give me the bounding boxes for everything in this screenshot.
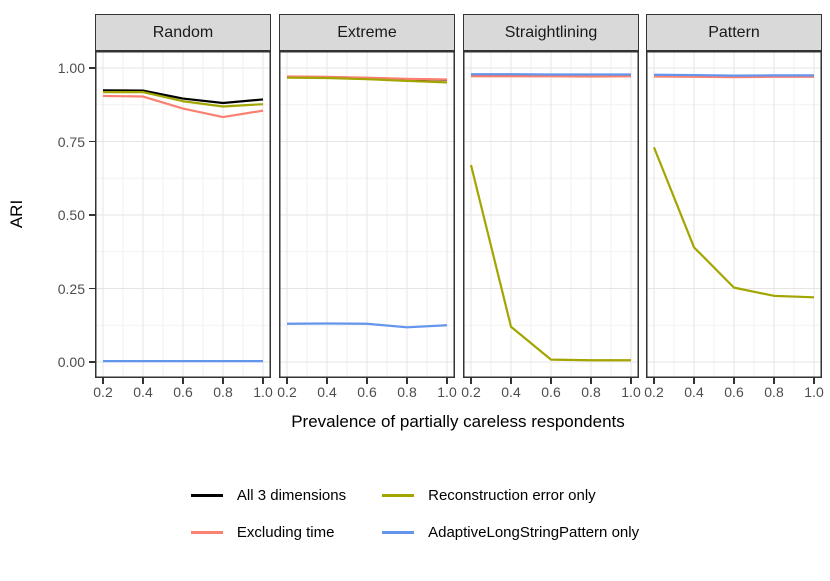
legend: All 3 dimensions Reconstruction error onl… (0, 487, 830, 541)
x-tick-mark (813, 378, 815, 384)
facet-strip-random: Random (95, 14, 271, 51)
line-reconstruction-error-only (652, 146, 815, 299)
facet-panel-random (95, 51, 271, 378)
y-tick-label: 0.00 (57, 354, 85, 370)
line-excluding-time (102, 94, 264, 119)
x-tick-mark (286, 378, 288, 384)
x-tick-mark (630, 378, 632, 384)
x-tick-label: 0.4 (684, 384, 704, 400)
legend-label: All 3 dimensions (236, 487, 347, 504)
x-tick-mark (446, 378, 448, 384)
legend-item-all-3-dimensions: All 3 dimensions (190, 487, 347, 504)
y-tick-label: 0.75 (57, 133, 85, 150)
facet-strip-label: Straightlining (504, 23, 598, 41)
legend-label: AdaptiveLongStringPattern only (428, 524, 640, 541)
x-tick-label: 0.6 (541, 384, 561, 400)
line-reconstruction-error-only (103, 91, 264, 108)
x-tick-label: 0.6 (357, 384, 377, 400)
x-tick-label: 0.2 (461, 384, 481, 400)
facet-strip-label: Pattern (708, 23, 760, 41)
x-tick-label: 0.2 (277, 384, 297, 400)
line-reconstruction-error-only (286, 76, 448, 84)
panel-border (279, 51, 455, 378)
x-tick-mark (470, 378, 472, 384)
facet-panel-straightlining (463, 51, 639, 378)
x-tick-label: 1.0 (437, 384, 457, 400)
legend-grid: All 3 dimensions Reconstruction error onl… (190, 487, 639, 541)
y-tick-mark (89, 140, 95, 143)
line-all-3-dimensions (102, 89, 264, 105)
y-tick-mark (89, 287, 95, 290)
x-tick-label: 0.4 (133, 384, 153, 400)
x-tick-mark (262, 378, 264, 384)
y-tick-label: 1.00 (57, 60, 85, 76)
facet-strip-straightlining: Straightlining (463, 14, 639, 51)
x-tick-mark (590, 378, 592, 384)
y-tick-mark (89, 67, 95, 69)
x-axis-title: Prevalence of partially careless respond… (291, 412, 625, 431)
x-tick-mark (182, 378, 184, 384)
x-tick-label: 0.8 (764, 384, 784, 400)
y-tick-mark (89, 361, 95, 363)
line-excluding-time (653, 75, 814, 79)
legend-key-line-icon (382, 531, 415, 534)
legend-label: Excluding time (236, 524, 335, 541)
x-tick-mark (550, 378, 552, 384)
x-tick-mark (406, 378, 408, 384)
x-tick-label: 0.2 (93, 384, 113, 400)
facet-strip-label: Random (152, 23, 214, 41)
legend-item-excluding-time: Excluding time (190, 524, 346, 541)
line-reconstruction-error-only (469, 164, 631, 362)
x-tick-label: 0.4 (501, 384, 521, 400)
panel-border (95, 51, 271, 378)
x-tick-mark (366, 378, 368, 384)
line-adaptivelongstringpattern-only (653, 73, 814, 77)
x-tick-mark (693, 378, 695, 384)
x-tick-label: 0.6 (173, 384, 193, 400)
x-tick-mark (773, 378, 775, 384)
facet-panel-extreme (279, 51, 455, 378)
legend-key-line-icon (190, 531, 223, 534)
legend-key-line-icon (382, 494, 415, 497)
x-tick-mark (142, 378, 144, 384)
facet-strip-label: Extreme (337, 23, 397, 41)
x-tick-mark (222, 378, 224, 384)
x-tick-label: 0.4 (317, 384, 337, 400)
x-tick-label: 1.0 (621, 384, 641, 400)
y-tick-mark (89, 214, 95, 216)
legend-item-adaptivelongstringpattern-only: AdaptiveLongStringPattern only (382, 524, 639, 541)
facet-strip-pattern: Pattern (646, 14, 822, 51)
line-excluding-time (286, 75, 448, 81)
x-tick-label: 0.6 (724, 384, 744, 400)
panel-border (646, 51, 822, 378)
y-tick-label: 0.50 (57, 207, 85, 223)
x-tick-label: 0.2 (644, 384, 664, 400)
x-tick-mark (653, 378, 655, 384)
line-adaptivelongstringpattern-only (286, 322, 448, 329)
x-tick-mark (733, 378, 735, 384)
x-tick-mark (510, 378, 512, 384)
panel-border (463, 51, 639, 378)
facet-panel-pattern (646, 51, 822, 378)
x-tick-label: 0.8 (397, 384, 417, 400)
facet-strip-extreme: Extreme (279, 14, 455, 51)
x-tick-label: 1.0 (253, 384, 273, 400)
legend-item-reconstruction-error-only: Reconstruction error only (382, 487, 639, 504)
legend-label: Reconstruction error only (428, 487, 596, 504)
x-tick-mark (326, 378, 328, 384)
x-tick-label: 0.8 (213, 384, 233, 400)
y-axis-title: ARI (7, 199, 26, 229)
legend-key-line-icon (190, 494, 223, 497)
x-tick-label: 1.0 (804, 384, 824, 400)
y-tick-label: 0.25 (57, 280, 85, 297)
x-tick-label: 0.8 (581, 384, 601, 400)
x-tick-mark (102, 378, 104, 384)
